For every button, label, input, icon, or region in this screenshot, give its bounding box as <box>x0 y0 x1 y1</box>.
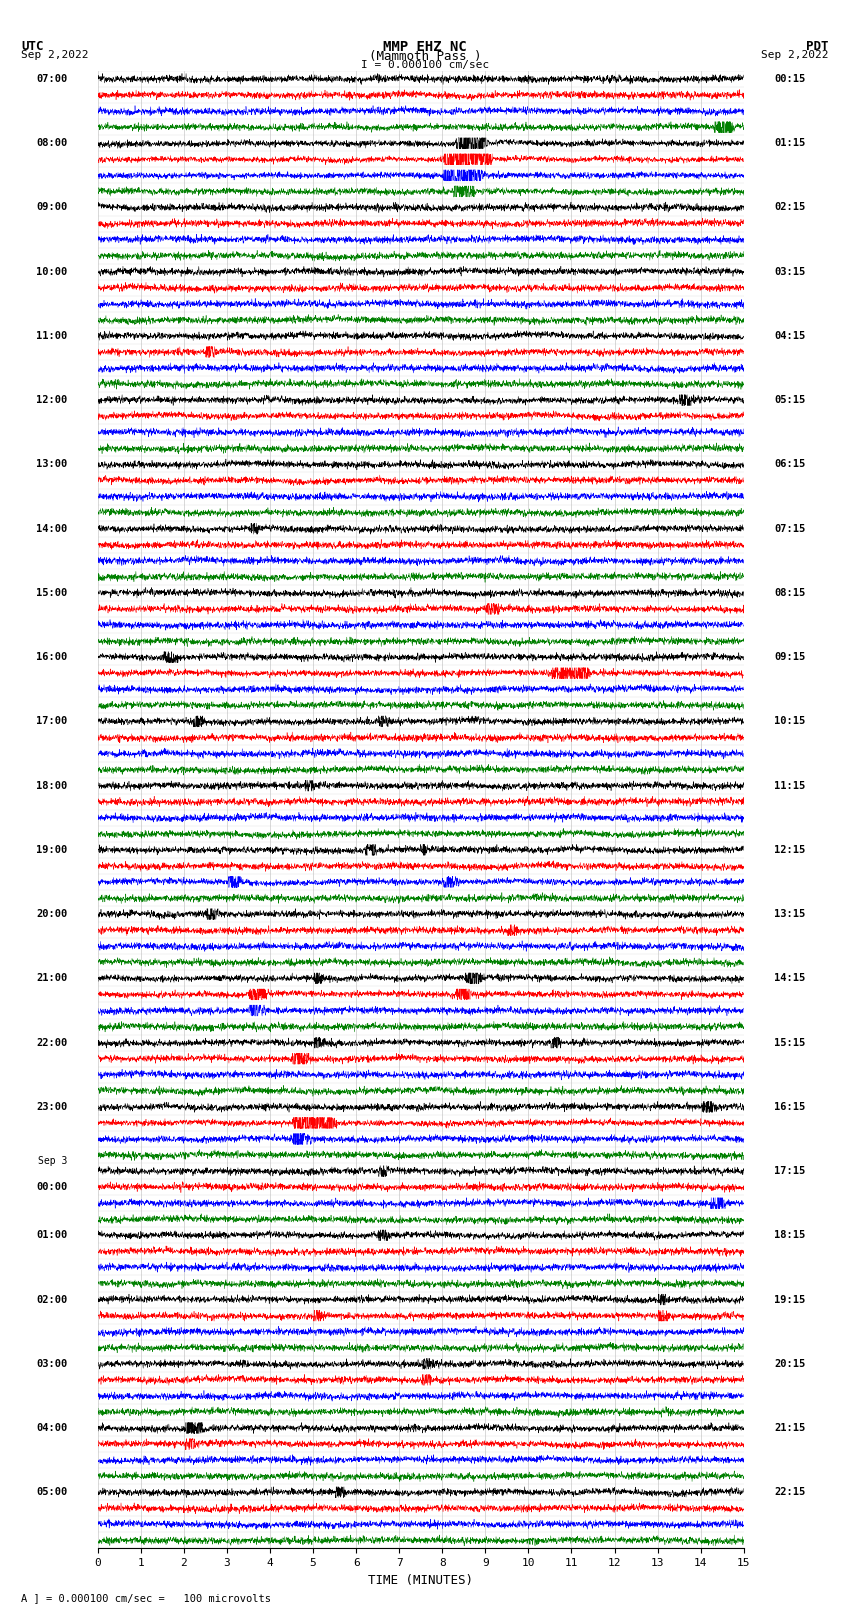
Text: 06:15: 06:15 <box>774 460 805 469</box>
Text: 01:15: 01:15 <box>774 139 805 148</box>
Text: Sep 2,2022: Sep 2,2022 <box>21 50 88 60</box>
Text: 14:15: 14:15 <box>774 973 805 984</box>
Text: 18:15: 18:15 <box>774 1231 805 1240</box>
Text: 00:15: 00:15 <box>774 74 805 84</box>
Text: 21:15: 21:15 <box>774 1423 805 1432</box>
Text: 03:15: 03:15 <box>774 266 805 277</box>
Text: MMP EHZ NC: MMP EHZ NC <box>383 39 467 53</box>
Text: 08:00: 08:00 <box>37 139 68 148</box>
Text: 19:15: 19:15 <box>774 1295 805 1305</box>
Text: 10:00: 10:00 <box>37 266 68 277</box>
Text: UTC: UTC <box>21 39 43 53</box>
Text: 21:00: 21:00 <box>37 973 68 984</box>
Text: 00:00: 00:00 <box>37 1182 68 1192</box>
Text: 09:00: 09:00 <box>37 203 68 213</box>
Text: 02:00: 02:00 <box>37 1295 68 1305</box>
Text: 20:00: 20:00 <box>37 910 68 919</box>
Text: 12:15: 12:15 <box>774 845 805 855</box>
Text: 23:00: 23:00 <box>37 1102 68 1111</box>
Text: 03:00: 03:00 <box>37 1358 68 1369</box>
Text: I = 0.000100 cm/sec: I = 0.000100 cm/sec <box>361 60 489 71</box>
Text: 18:00: 18:00 <box>37 781 68 790</box>
Text: (Mammoth Pass ): (Mammoth Pass ) <box>369 50 481 63</box>
Text: 11:15: 11:15 <box>774 781 805 790</box>
Text: Sep 3: Sep 3 <box>38 1157 68 1166</box>
Text: 15:15: 15:15 <box>774 1037 805 1047</box>
Text: 17:15: 17:15 <box>774 1166 805 1176</box>
Text: 16:00: 16:00 <box>37 652 68 663</box>
Text: 01:00: 01:00 <box>37 1231 68 1240</box>
X-axis label: TIME (MINUTES): TIME (MINUTES) <box>368 1574 473 1587</box>
Text: 22:00: 22:00 <box>37 1037 68 1047</box>
Text: 12:00: 12:00 <box>37 395 68 405</box>
Text: 02:15: 02:15 <box>774 203 805 213</box>
Text: 17:00: 17:00 <box>37 716 68 726</box>
Text: 13:15: 13:15 <box>774 910 805 919</box>
Text: 11:00: 11:00 <box>37 331 68 340</box>
Text: 05:15: 05:15 <box>774 395 805 405</box>
Text: 19:00: 19:00 <box>37 845 68 855</box>
Text: 05:00: 05:00 <box>37 1487 68 1497</box>
Text: 04:00: 04:00 <box>37 1423 68 1432</box>
Text: 22:15: 22:15 <box>774 1487 805 1497</box>
Text: 09:15: 09:15 <box>774 652 805 663</box>
Text: Sep 2,2022: Sep 2,2022 <box>762 50 829 60</box>
Text: 20:15: 20:15 <box>774 1358 805 1369</box>
Text: 04:15: 04:15 <box>774 331 805 340</box>
Text: 16:15: 16:15 <box>774 1102 805 1111</box>
Text: 08:15: 08:15 <box>774 587 805 598</box>
Text: 15:00: 15:00 <box>37 587 68 598</box>
Text: 10:15: 10:15 <box>774 716 805 726</box>
Text: PDT: PDT <box>807 39 829 53</box>
Text: A ] = 0.000100 cm/sec =   100 microvolts: A ] = 0.000100 cm/sec = 100 microvolts <box>21 1594 271 1603</box>
Text: 14:00: 14:00 <box>37 524 68 534</box>
Text: 07:00: 07:00 <box>37 74 68 84</box>
Text: 07:15: 07:15 <box>774 524 805 534</box>
Text: 13:00: 13:00 <box>37 460 68 469</box>
